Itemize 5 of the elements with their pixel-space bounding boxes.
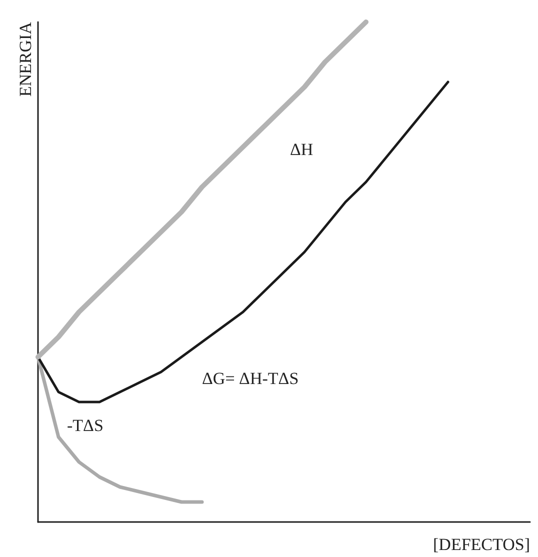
series-label: ΔG= ΔH-TΔS	[202, 369, 299, 388]
series-label: -TΔS	[67, 416, 104, 435]
series-label: ΔH	[290, 140, 314, 159]
y-axis-title: ENERGIA	[16, 21, 35, 97]
x-axis-title: [DEFECTOS]	[433, 535, 530, 554]
